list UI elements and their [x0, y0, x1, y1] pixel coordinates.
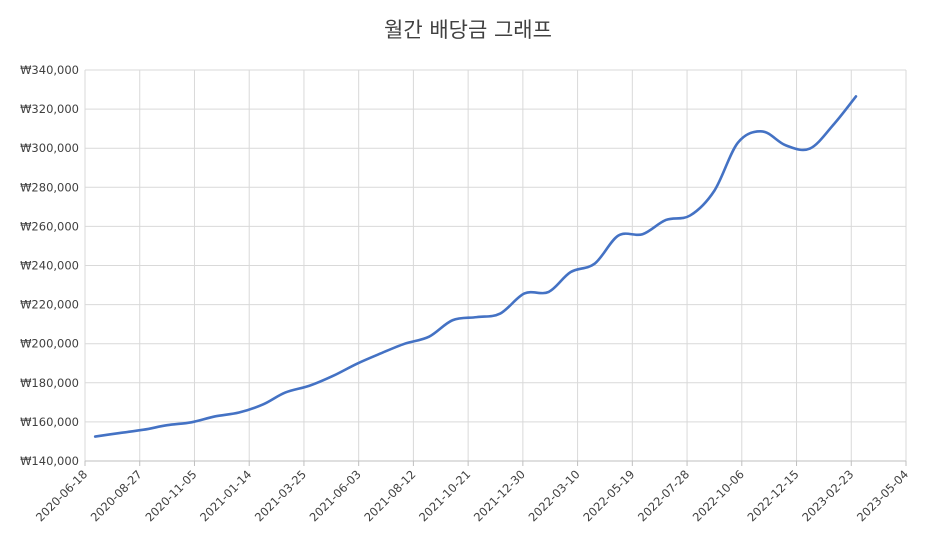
data-point: [164, 422, 170, 428]
data-point: [188, 419, 194, 425]
data-point: [807, 146, 813, 152]
data-point: [449, 317, 455, 323]
data-point: [354, 361, 360, 367]
data-point: [759, 128, 765, 134]
data-point: [426, 334, 432, 340]
data-point: [212, 413, 218, 419]
series-layer: [92, 93, 859, 440]
x-tick-label: 2021-06-03: [307, 467, 364, 524]
data-point: [92, 434, 98, 440]
y-tick-label: ₩140,000: [20, 454, 79, 468]
data-point: [592, 261, 598, 267]
x-tick-label: 2023-05-04: [854, 467, 911, 524]
data-point: [141, 427, 147, 433]
data-point: [735, 140, 741, 146]
data-point: [831, 121, 837, 127]
y-tick-label: ₩260,000: [20, 219, 79, 233]
data-point: [711, 188, 717, 194]
x-tick-label: 2022-07-28: [635, 467, 692, 524]
x-tick-label: 2022-12-15: [744, 467, 801, 524]
x-tick-label: 2021-03-25: [252, 467, 309, 524]
x-tick-label: 2020-08-27: [88, 467, 145, 524]
x-tick-label: 2021-12-30: [471, 467, 528, 524]
data-point: [260, 401, 266, 407]
y-tick-label: ₩240,000: [20, 259, 79, 273]
data-point: [378, 350, 384, 356]
y-tick-label: ₩280,000: [20, 180, 79, 194]
y-tick-label: ₩160,000: [20, 415, 79, 429]
y-tick-label: ₩220,000: [20, 298, 79, 312]
data-point: [853, 93, 859, 99]
x-tick-label: 2022-05-19: [580, 467, 637, 524]
x-tick-label: 2022-10-06: [690, 467, 747, 524]
data-point: [402, 341, 408, 347]
x-tick-label: 2021-01-14: [197, 467, 254, 524]
x-tick-label: 2023-02-23: [799, 467, 856, 524]
y-tick-label: ₩320,000: [20, 102, 79, 116]
x-tick-label: 2020-06-18: [33, 467, 90, 524]
data-point: [330, 373, 336, 379]
data-point: [116, 430, 122, 436]
y-tick-label: ₩180,000: [20, 376, 79, 390]
series-line: [93, 95, 858, 438]
data-point: [639, 231, 645, 237]
gridlines: [84, 69, 907, 466]
x-tick-label: 2020-11-05: [142, 467, 199, 524]
x-tick-label: 2021-08-12: [361, 467, 418, 524]
data-point: [783, 142, 789, 148]
data-point: [687, 212, 693, 218]
data-point: [474, 314, 480, 320]
data-point: [615, 233, 621, 239]
data-point: [282, 390, 288, 396]
data-point: [236, 410, 242, 416]
data-point: [546, 289, 552, 295]
data-point: [663, 217, 669, 223]
x-tick-label: 2021-10-21: [416, 467, 473, 524]
y-tick-label: ₩300,000: [20, 141, 79, 155]
y-axis-tick-labels: ₩140,000 ₩160,000 ₩180,000 ₩200,000 ₩220,000…: [20, 63, 79, 468]
data-point: [521, 290, 527, 296]
x-tick-label: 2022-03-10: [526, 467, 583, 524]
data-point: [497, 311, 503, 317]
y-tick-label: ₩200,000: [20, 337, 79, 351]
y-tick-label: ₩340,000: [20, 63, 79, 77]
x-axis-tick-labels: 2020-06-182020-08-272020-11-052021-01-14…: [33, 467, 911, 524]
data-point: [306, 383, 312, 389]
chart-title: 월간 배당금 그래프: [384, 18, 552, 42]
data-point: [568, 269, 574, 275]
